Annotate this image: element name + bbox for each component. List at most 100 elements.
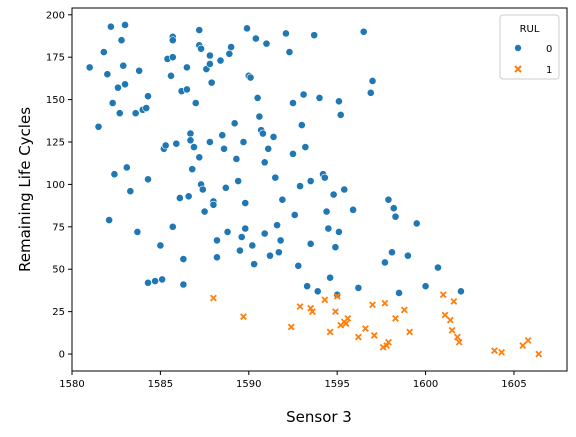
data-point-series-1	[307, 304, 315, 312]
data-point-series-0	[213, 236, 221, 245]
data-point-series-0	[168, 36, 177, 45]
data-point-series-1	[381, 299, 389, 307]
x-tick-label: 1590	[236, 379, 261, 390]
data-point-series-0	[389, 204, 398, 213]
data-point-series-0	[144, 92, 152, 101]
data-point-series-0	[151, 277, 159, 285]
data-point-series-0	[236, 246, 244, 255]
data-point-series-1	[240, 313, 247, 321]
plot-frame	[71, 7, 568, 372]
data-point-series-0	[313, 287, 322, 296]
data-point-series-0	[161, 141, 170, 150]
data-point-series-0	[135, 66, 144, 75]
data-point-series-0	[183, 63, 191, 72]
y-axis: 0 25 50 75 100 125 150 175 200	[46, 10, 72, 361]
data-point-series-0	[359, 27, 368, 36]
data-point-series-0	[303, 282, 312, 291]
data-point-series-0	[289, 149, 297, 158]
data-point-series-0	[457, 287, 465, 296]
data-point-series-1	[400, 306, 408, 314]
data-point-series-0	[320, 173, 329, 182]
y-tick-label: 175	[46, 53, 65, 64]
legend-title: RUL	[520, 24, 540, 35]
data-point-series-0	[391, 212, 400, 221]
data-point-series-0	[216, 56, 225, 65]
data-point-series-1	[370, 331, 378, 339]
data-point-series-1	[441, 311, 449, 319]
data-point-series-1	[392, 314, 399, 322]
y-axis-label: Remaining Life Cycles	[16, 107, 34, 272]
data-point-series-1	[385, 338, 392, 346]
data-point-series-0	[349, 205, 357, 214]
x-tick-label: 1600	[413, 379, 438, 390]
data-point-series-1	[491, 347, 498, 355]
y-tick-label: 0	[59, 350, 65, 361]
data-point-series-0	[276, 236, 285, 245]
legend-marker-series-0	[514, 44, 522, 52]
data-point-series-0	[121, 80, 129, 89]
data-point-series-1	[308, 308, 316, 316]
data-point-series-0	[354, 283, 363, 292]
data-point-series-0	[333, 290, 342, 299]
data-point-series-0	[105, 216, 114, 224]
data-point-series-0	[264, 144, 273, 153]
data-point-series-0	[282, 29, 290, 38]
data-point-series-0	[421, 282, 430, 291]
data-point-series-1	[446, 316, 454, 324]
data-point-series-0	[315, 94, 324, 102]
data-point-series-0	[175, 194, 184, 202]
x-axis-label: Sensor 3	[286, 408, 352, 426]
data-point-series-0	[322, 207, 331, 216]
data-point-series-0	[241, 199, 250, 207]
y-tick-label: 75	[52, 222, 65, 233]
data-point-series-0	[179, 280, 188, 289]
data-point-series-0	[190, 143, 198, 151]
data-point-series-0	[251, 34, 260, 43]
data-point-series-0	[126, 187, 135, 196]
data-point-series-0	[108, 99, 117, 107]
data-point-series-0	[388, 248, 396, 257]
data-point-series-0	[299, 90, 308, 99]
data-point-series-0	[207, 78, 216, 87]
legend-label-series-1: 1	[546, 65, 552, 76]
data-point-series-0	[167, 71, 175, 80]
data-point-series-0	[188, 165, 197, 174]
data-point-series-0	[172, 139, 181, 148]
data-point-series-1	[344, 314, 352, 322]
data-point-series-1	[326, 328, 334, 336]
data-point-series-0	[306, 177, 315, 185]
data-point-series-0	[259, 129, 267, 138]
data-point-series-0	[301, 143, 310, 151]
data-point-series-0	[310, 31, 319, 40]
data-point-series-0	[221, 183, 230, 192]
data-point-series-0	[85, 63, 94, 72]
legend-marker-series-1	[514, 65, 522, 73]
data-point-series-0	[368, 77, 377, 85]
x-tick-label: 1580	[59, 379, 84, 390]
data-point-series-0	[239, 138, 248, 146]
data-point-series-0	[296, 182, 304, 191]
data-point-series-0	[335, 228, 343, 236]
data-point-series-0	[103, 70, 112, 79]
data-point-series-0	[266, 251, 274, 260]
y-tick-label: 50	[52, 265, 65, 276]
data-point-series-0	[255, 112, 264, 121]
data-point-series-0	[306, 239, 315, 248]
data-point-series-1	[362, 325, 369, 333]
data-point-series-0	[110, 170, 119, 179]
data-point-series-0	[158, 275, 167, 284]
data-point-series-1	[453, 333, 461, 341]
data-point-series-1	[524, 337, 532, 344]
y-tick-label: 25	[52, 307, 65, 318]
data-point-series-1	[209, 294, 217, 302]
x-tick-label: 1605	[501, 379, 526, 390]
data-point-series-0	[205, 60, 214, 68]
data-point-series-0	[122, 163, 131, 172]
data-point-series-0	[329, 190, 338, 199]
data-point-series-0	[225, 49, 234, 58]
data-point-series-0	[184, 192, 193, 201]
data-point-series-1	[369, 301, 376, 309]
x-tick-label: 1595	[324, 379, 349, 390]
data-point-series-0	[230, 119, 239, 128]
data-point-series-0	[241, 224, 250, 233]
